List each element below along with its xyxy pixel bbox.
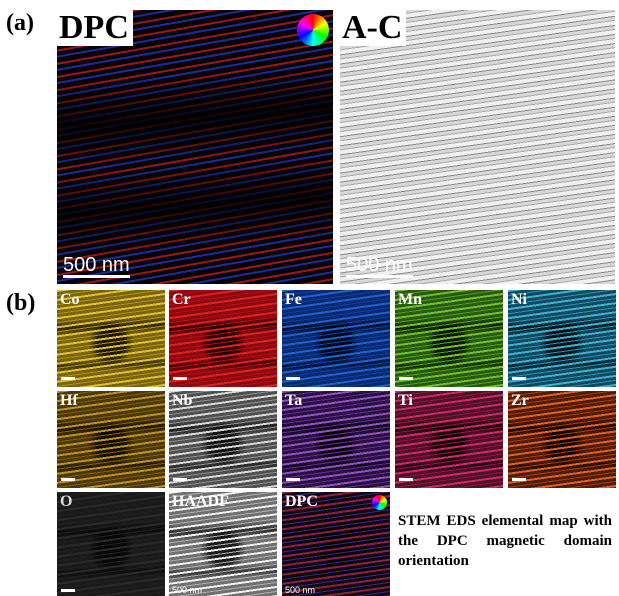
scale-bar	[399, 478, 413, 481]
element-label: Hf	[60, 392, 78, 409]
map-tile: Mn	[395, 290, 503, 387]
scale-bar	[399, 377, 413, 380]
scale-bar	[173, 377, 187, 380]
scale-bar-label: 500 nm	[285, 585, 316, 595]
map-tile: HAADF 500 nm	[169, 492, 277, 596]
image-title: A-C	[340, 10, 407, 46]
element-label: Ni	[511, 291, 527, 308]
map-tile: DPC 500 nm	[282, 492, 390, 596]
dpc-image: DPC 500 nm	[57, 10, 333, 284]
color-wheel	[372, 495, 387, 510]
ac-image: A-C 500 nm	[340, 10, 615, 284]
map-tile: Zr	[508, 391, 616, 488]
element-label: Zr	[511, 392, 529, 409]
map-tile: Hf	[57, 391, 165, 488]
scale-bar: 500 nm	[63, 254, 130, 278]
scale-bar	[512, 377, 526, 380]
panel-label: (b)	[6, 290, 36, 316]
element-label: Mn	[398, 291, 422, 308]
map-tile: Nb	[169, 391, 277, 488]
element-label: HAADF	[172, 493, 229, 510]
element-label: O	[60, 493, 73, 510]
scale-bar	[173, 478, 187, 481]
element-label: Cr	[172, 291, 191, 308]
map-tile: O	[57, 492, 165, 596]
scale-bar	[512, 478, 526, 481]
map-tile: Ni	[508, 290, 616, 387]
scale-bar: 500 nm	[346, 254, 413, 278]
scale-bar	[286, 478, 300, 481]
scale-bar	[61, 478, 75, 481]
map-tile: Ta	[282, 391, 390, 488]
caption: STEM EDS elemental map with the DPC magn…	[398, 513, 612, 569]
element-label: Co	[60, 291, 80, 308]
element-label: Ti	[398, 392, 413, 409]
element-label: Ta	[285, 392, 303, 409]
map-tile: Fe	[282, 290, 390, 387]
scale-bar	[286, 377, 300, 380]
map-tile: Ti	[395, 391, 503, 488]
map-tile: Co	[57, 290, 165, 387]
scale-bar-label: 500 nm	[172, 585, 203, 595]
image-title: DPC	[57, 10, 133, 46]
element-label: DPC	[285, 493, 318, 510]
element-label: Nb	[172, 392, 193, 409]
map-tile: Cr	[169, 290, 277, 387]
scale-bar	[61, 589, 75, 592]
color-wheel	[297, 14, 329, 46]
panel-label: (a)	[6, 10, 34, 36]
element-label: Fe	[285, 291, 302, 308]
scale-bar	[61, 377, 75, 380]
